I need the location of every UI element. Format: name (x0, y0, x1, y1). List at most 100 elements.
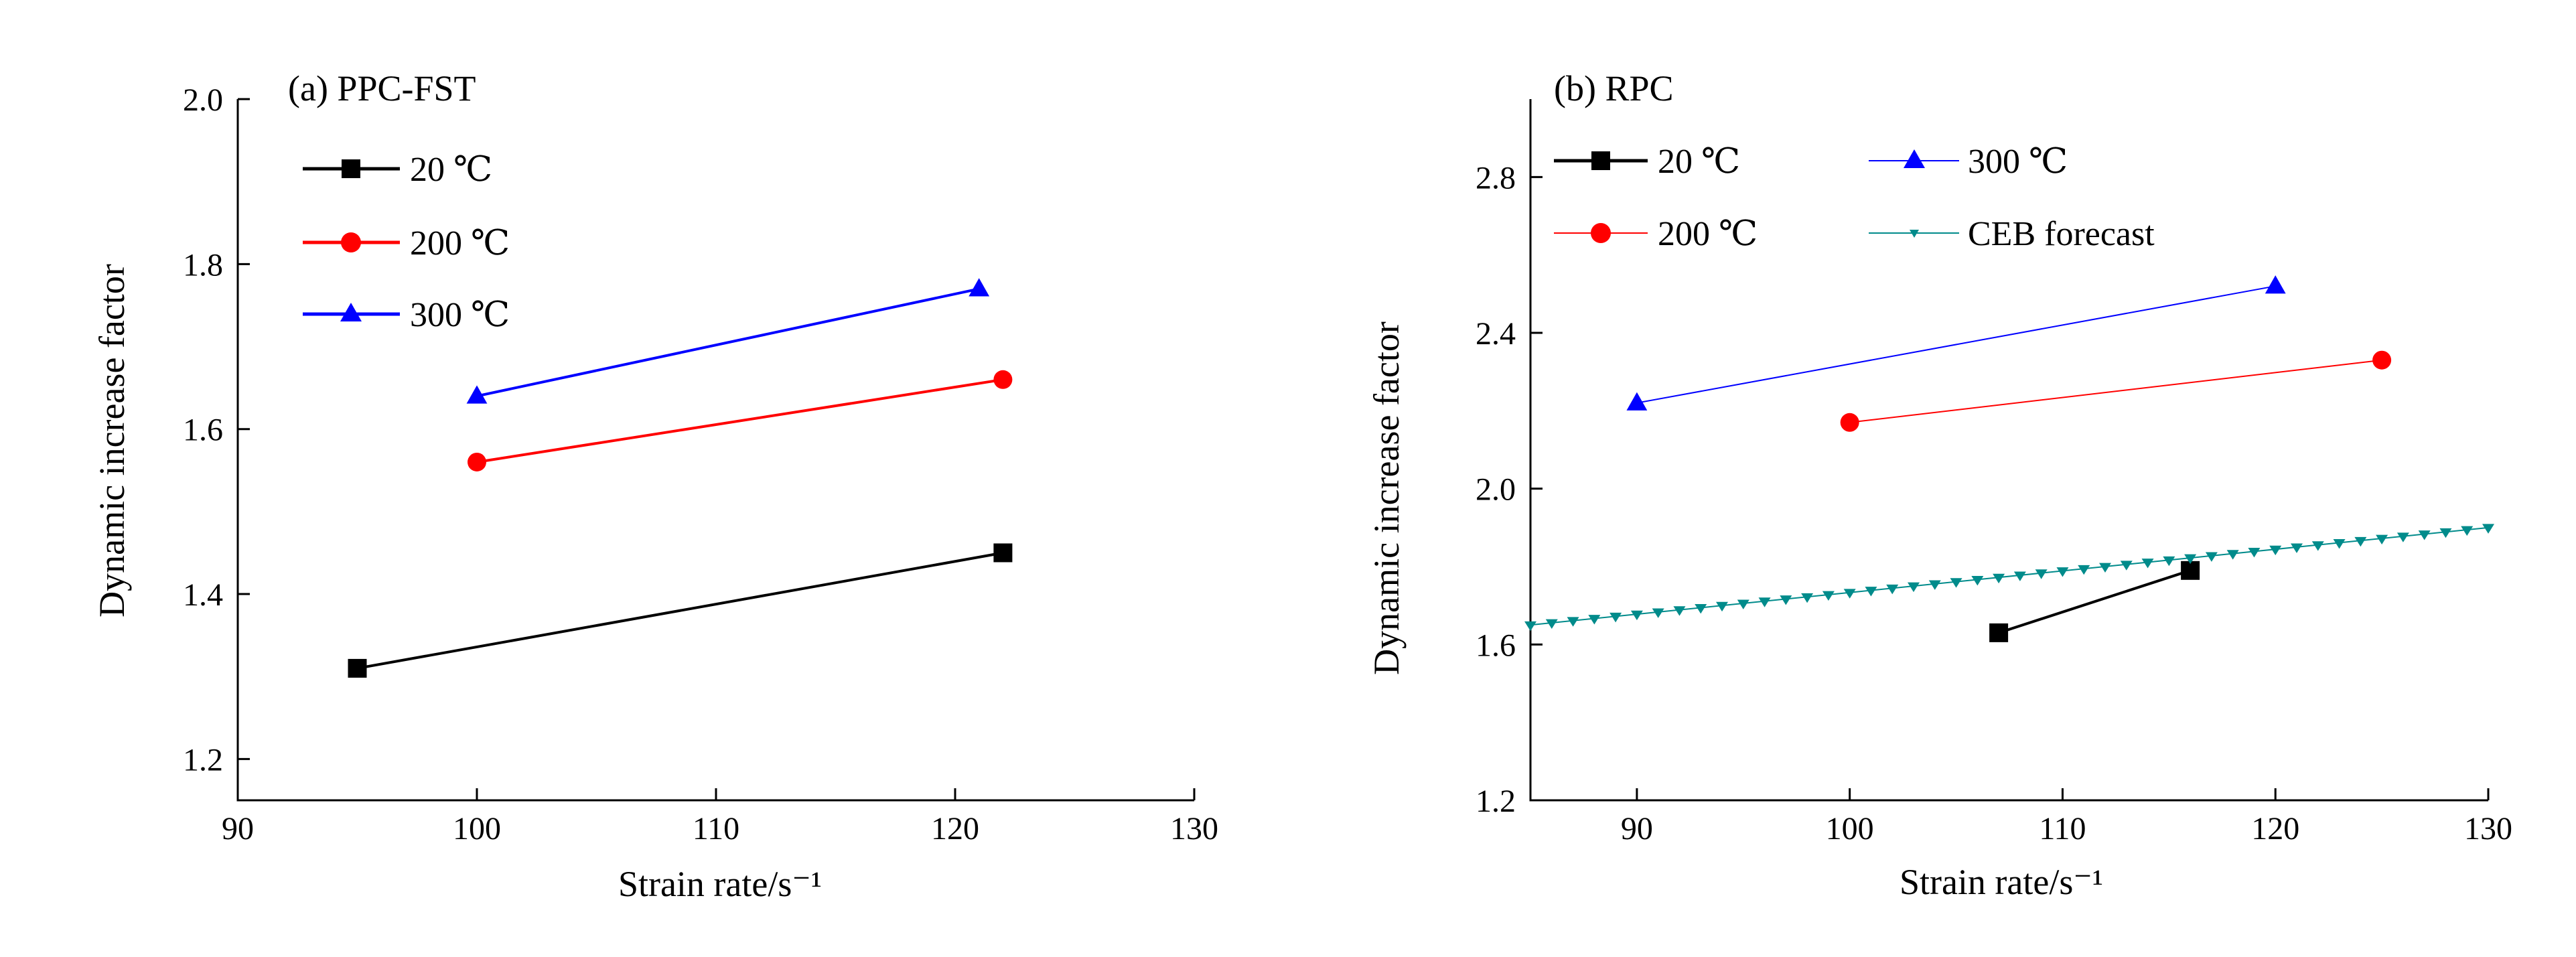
panel-a-chart: Dynamic increase factor Strain rate/s⁻¹ … (92, 68, 1218, 904)
panel-b-x-tick-label: 130 (2464, 811, 2512, 846)
panel-b-series-ceb-forecast-point (1758, 597, 1771, 607)
panel-b-series-300-point (1626, 392, 1648, 411)
panel-a-series-300-line (476, 287, 980, 398)
panel-b-title: (b) RPC (1554, 68, 1674, 108)
panel-b-series-ceb-forecast-point (1673, 606, 1686, 616)
panel-a-title: (a) PPC-FST (288, 68, 476, 108)
panel-b-series-ceb-forecast-point (2396, 532, 2409, 542)
panel-b-series-ceb-forecast-point (2078, 565, 2090, 575)
panel-b-series-ceb-forecast-point (1822, 591, 1835, 601)
panel-a-series-20-line (357, 551, 1003, 670)
panel-b-series-ceb-forecast-point (2376, 534, 2388, 544)
panel-b-y-tick-label: 2.0 (1476, 472, 1516, 508)
panel-b-series-ceb-forecast-point (2461, 526, 2474, 536)
panel-a-series-300-point (466, 385, 488, 404)
panel-b-series-ceb-forecast-point (2439, 528, 2452, 538)
panel-a-y-tick-label: 2.0 (183, 82, 223, 118)
panel-b-legend: 20 ℃ 200 ℃ 300 ℃ CEB forecast (1554, 143, 2155, 253)
panel-a-series-20-point (993, 543, 1013, 563)
panel-b-series-ceb-forecast-point (2269, 545, 2282, 556)
panel-a-x-tick-label: 120 (931, 811, 979, 846)
panel-b-series-ceb-forecast-line (1530, 526, 2489, 626)
panel-b-x-tick-label: 100 (1826, 811, 1874, 846)
panel-b-series-ceb-forecast-point (1737, 599, 1749, 609)
panel-b-series-ceb-forecast-point (1716, 601, 1728, 612)
panel-b-series-ceb-forecast-point (2184, 554, 2197, 565)
panel-b-series-ceb-forecast-point (2226, 550, 2239, 560)
panel-a-y-tick-label: 1.6 (183, 413, 223, 448)
panel-b-chart: Dynamic increase factor Strain rate/s⁻¹ … (1366, 68, 2512, 902)
panel-b-series-ceb-forecast-point (1928, 580, 1941, 590)
panel-b-series-ceb-forecast-point (1695, 603, 1707, 614)
panel-b-y-tick-label: 2.4 (1476, 316, 1516, 352)
panel-b-series-ceb-forecast-point (1971, 575, 1984, 586)
panel-a-x-tick-label: 110 (693, 811, 739, 846)
panel-b-series-200-point (2372, 350, 2392, 370)
panel-b-axis-frame (1529, 99, 2488, 802)
panel-a-x-tick-label: 90 (222, 811, 254, 846)
legend-b-ceb-label: CEB forecast (1968, 215, 2155, 253)
panel-b-series-ceb-forecast-point (1886, 584, 1899, 595)
panel-b-series-ceb-forecast-point (2482, 524, 2494, 534)
legend-b-300-label: 300 ℃ (1968, 143, 2068, 181)
panel-b-axes: 90 100 110 120 130 1.2 1.6 2.0 2.4 2.8 (1476, 99, 2512, 846)
panel-a-y-tick-label: 1.8 (183, 247, 223, 283)
panel-b-series-ceb-forecast-point (1588, 615, 1601, 625)
panel-b-series-ceb-forecast-point (1545, 619, 1558, 630)
panel-a-series-200-line (476, 378, 1003, 463)
panel-b-series-200-line (1849, 359, 2382, 423)
panel-b-series-ceb-forecast-point (2248, 547, 2261, 558)
panel-b-series-ceb-forecast-point (2141, 559, 2154, 569)
panel-b-series-ceb-forecast-point (2099, 563, 2111, 573)
legend-a-300-marker (340, 303, 362, 321)
panel-b-series-ceb-forecast-point (2418, 530, 2431, 540)
panel-b-series-ceb-forecast-point (2311, 541, 2324, 551)
panel-b-x-tick-label: 90 (1621, 811, 1653, 846)
panel-b-x-tick-label: 120 (2251, 811, 2299, 846)
panel-b-series-20 (1989, 561, 2200, 642)
panel-b-series-300-line (1636, 285, 2276, 404)
panel-b-series-ceb-forecast-point (1652, 608, 1664, 618)
panel-b-series-20-point (2181, 561, 2200, 580)
legend-a-200-marker (341, 232, 361, 252)
panel-a-series-20 (348, 543, 1013, 678)
panel-b-series-20-line (1998, 569, 2191, 634)
panel-b-series-200 (1840, 350, 2392, 432)
panel-b-series-ceb-forecast-point (2035, 569, 2048, 579)
legend-a-20-marker (342, 159, 360, 178)
panel-b-series-ceb-forecast-point (1609, 612, 1622, 623)
panel-b-series-ceb-forecast-point (1801, 593, 1814, 603)
panel-b-series-ceb-forecast-point (1843, 589, 1856, 599)
panel-a-series-300-point (969, 278, 990, 297)
panel-b-series-ceb-forecast-point (2120, 561, 2133, 571)
panel-b-series-ceb-forecast-point (1950, 578, 1962, 588)
panel-a-series-200-point (468, 452, 486, 471)
panel-b-series-20-point (1989, 623, 2009, 642)
panel-b-series-ceb-forecast-point (1865, 587, 1877, 597)
panel-b-series-ceb-forecast-point (1630, 610, 1643, 621)
panel-a-x-tick-label: 130 (1170, 811, 1218, 846)
panel-b-series-ceb-forecast-point (1524, 621, 1536, 632)
panel-a-series (348, 278, 1013, 678)
panel-b-x-tick-label: 110 (2039, 811, 2086, 846)
panel-b-series-ceb-forecast-point (2056, 567, 2069, 577)
panel-a-y-tick-label: 1.2 (183, 742, 223, 778)
panel-b-series (1524, 275, 2494, 642)
panel-a-ylabel: Dynamic increase factor (92, 264, 132, 617)
panel-b-series-ceb-forecast-point (1993, 573, 2005, 584)
panel-b-y-tick-label: 1.6 (1476, 628, 1516, 663)
panel-b-series-200-point (1840, 413, 1859, 432)
panel-a-x-tick-label: 100 (453, 811, 501, 846)
panel-b-y-tick-label: 2.8 (1476, 160, 1516, 196)
legend-b-20-marker (1591, 151, 1610, 170)
panel-a-series-200-point (993, 370, 1013, 389)
legend-a-300-label: 300 ℃ (410, 296, 510, 334)
panel-a-axis-frame (236, 99, 1194, 802)
panel-b-series-ceb-forecast-point (1908, 582, 1920, 593)
panel-a-axes: 90 100 110 120 130 1.2 1.4 1.6 1.8 2.0 (183, 82, 1218, 846)
panel-a-series-200 (468, 370, 1013, 471)
legend-b-200-label: 200 ℃ (1658, 215, 1758, 253)
legend-a-20-label: 20 ℃ (410, 151, 492, 189)
panel-b-ylabel: Dynamic increase factor (1366, 321, 1407, 675)
